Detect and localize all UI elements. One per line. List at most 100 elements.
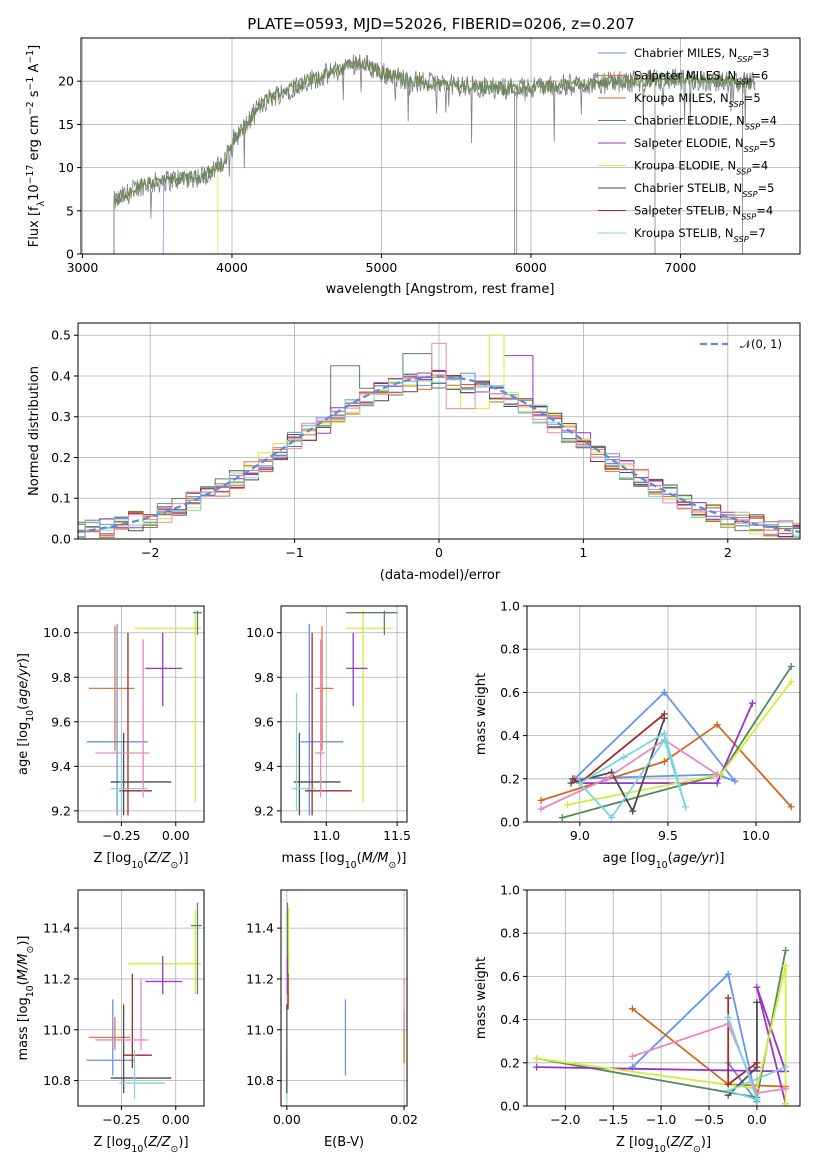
marker-plus <box>787 662 795 670</box>
mass-vs-ebv-panel: 0.00 0.02 10.8 11.0 11.2 11.4 E(B-V) <box>246 889 418 1150</box>
y-tick-label: 9.2 <box>254 803 274 818</box>
error-bar-point <box>86 623 148 816</box>
y-tick-label: 0.2 <box>51 450 71 465</box>
marker-plus <box>564 801 572 809</box>
x-tick-label: 7000 <box>665 260 697 275</box>
marker-plus <box>748 699 756 707</box>
grid-lines <box>78 606 204 822</box>
axes-frame <box>280 889 408 1107</box>
y-tick-label: 0.5 <box>51 328 71 343</box>
marker-plus <box>628 1052 636 1060</box>
error-bar-point <box>95 978 148 1051</box>
histogram-series <box>78 372 800 538</box>
legend-entry: 𝒩(0, 1) <box>740 337 782 351</box>
x-tick-label: 10.0 <box>742 828 770 843</box>
marker-plus <box>724 994 732 1002</box>
x-tick-label: −0.25 <box>102 1112 140 1127</box>
y-tick-label: 1.0 <box>500 599 520 614</box>
x-axis-label: Z [log10(Z/Z⊙)] <box>93 851 188 871</box>
marker-plus <box>713 779 721 787</box>
marker-plus <box>660 736 668 744</box>
x-tick-label: 11.0 <box>312 828 340 843</box>
y-axis-label: Flux [fλ10−17 erg cm−2 s−1 A−1] <box>25 45 47 247</box>
y-tick-label: 0.2 <box>500 1055 520 1070</box>
error-bar-point <box>145 956 183 995</box>
marker-plus <box>608 814 616 822</box>
error-bar-point <box>123 973 152 1068</box>
age-vs-metallicity-panel: −0.25 0.00 9.2 9.4 9.6 9.8 10.0 Z [log10(Z/Z⊙)]… <box>16 605 205 871</box>
x-tick-label: −1.5 <box>598 1112 628 1127</box>
mass-weight-vs-metallicity-panel: −2.0 −1.5 −1.0 −0.5 0.0 0.0 0.2 0.4 0.6 0.8 1.0 Z [… <box>474 883 801 1155</box>
age-vs-mass-panel: 11.0 11.5 9.2 9.4 9.6 9.8 10.0 mass [log10(M/M⊙… <box>246 605 411 871</box>
plot-area <box>86 610 202 816</box>
marker-plus <box>537 805 545 813</box>
legend-entry: Chabrier ELODIE, NSSP=4 <box>634 114 777 132</box>
y-tick-label: 9.8 <box>254 670 274 685</box>
x-tick-label: 0.02 <box>390 1112 418 1127</box>
marker-plus <box>782 962 790 970</box>
marker-plus <box>753 1096 761 1104</box>
figure-title: PLATE=0593, MJD=52026, FIBERID=0206, z=0… <box>247 15 634 33</box>
marker-plus <box>533 1063 541 1071</box>
weight-series <box>533 962 790 1106</box>
x-tick-label: 1 <box>579 545 587 560</box>
x-tick-label: −2 <box>141 545 159 560</box>
marker-plus <box>782 1100 790 1106</box>
error-bar-point <box>190 902 202 995</box>
marker-plus <box>682 803 690 811</box>
marker-plus <box>533 1054 541 1062</box>
y-tick-label: 0.4 <box>500 728 520 743</box>
legend-entry: Salpeter ELODIE, NSSP=5 <box>634 136 776 154</box>
y-axis-label: mass weight <box>474 673 489 755</box>
legend-entry: Chabrier STELIB, NSSP=5 <box>634 181 774 199</box>
marker-plus <box>620 753 628 761</box>
y-tick-label: 11.0 <box>246 1022 274 1037</box>
y-tick-label: 10.0 <box>246 625 274 640</box>
y-tick-label: 0.2 <box>500 771 520 786</box>
axes-frame <box>80 37 801 255</box>
x-tick-label: 0.00 <box>273 1112 301 1127</box>
marker-plus <box>753 983 761 991</box>
y-tick-label: 9.6 <box>51 714 71 729</box>
y-tick-label: 11.2 <box>43 971 71 986</box>
error-bar-point <box>119 1050 165 1099</box>
error-bar-point <box>193 610 202 635</box>
y-tick-label: 10.0 <box>43 625 71 640</box>
y-tick-label: 0.4 <box>500 1012 520 1027</box>
axes-frame <box>280 605 408 823</box>
marker-plus <box>713 770 721 778</box>
error-bar-point <box>293 732 341 816</box>
error-bar-point <box>88 626 135 751</box>
y-axis-label: mass [log10(M/M⊙)] <box>16 936 36 1061</box>
marker-plus <box>753 998 761 1006</box>
marker-plus <box>558 814 566 822</box>
x-axis-label: Z [log10(Z/Z⊙)] <box>93 1135 188 1155</box>
marker-plus <box>660 688 668 696</box>
error-bar-point <box>110 744 148 811</box>
marker-plus <box>576 779 584 787</box>
error-bar-point <box>314 639 325 798</box>
x-tick-label: 9.5 <box>658 828 678 843</box>
residual-histogram-panel: −2 −1 0 1 2 0.0 0.1 0.2 0.3 0.4 0.5 (data-model)/er… <box>27 322 801 583</box>
y-tick-label: 9.8 <box>51 670 71 685</box>
y-tick-label: 9.6 <box>254 714 274 729</box>
y-tick-label: 9.4 <box>254 759 274 774</box>
marker-plus <box>787 678 795 686</box>
y-tick-label: 9.4 <box>51 759 71 774</box>
marker-plus <box>660 710 668 718</box>
error-bar-point <box>292 692 315 811</box>
x-axis-label: (data-model)/error <box>380 568 501 583</box>
marker-plus <box>753 1059 761 1067</box>
histogram-series <box>78 342 800 538</box>
x-tick-label: −0.5 <box>694 1112 724 1127</box>
x-tick-label: −1.0 <box>646 1112 676 1127</box>
weight-series <box>576 729 690 822</box>
error-bar-point <box>346 610 398 635</box>
marker-plus <box>724 1087 732 1095</box>
marker-plus <box>724 970 732 978</box>
axes-frame <box>77 605 205 823</box>
legend-entry: Kroupa ELODIE, NSSP=4 <box>634 159 768 177</box>
x-tick-label: 0.0 <box>747 1112 767 1127</box>
y-tick-label: 5 <box>66 203 74 218</box>
marker-plus <box>782 1063 790 1071</box>
